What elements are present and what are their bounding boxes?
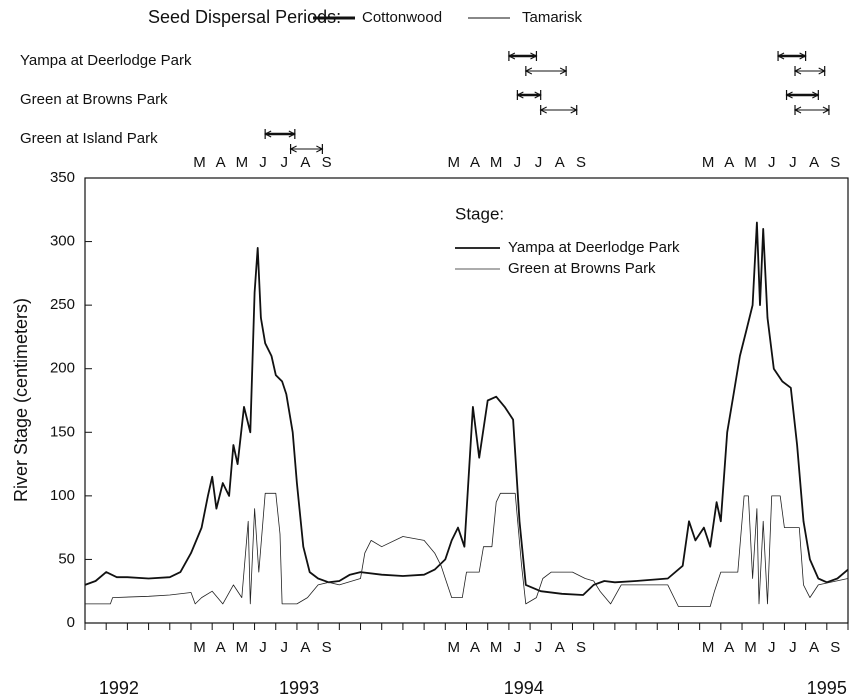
period-part bbox=[793, 67, 826, 75]
month-label-bottom: A bbox=[216, 639, 226, 656]
month-label-bottom: A bbox=[300, 639, 310, 656]
cottonwood-period bbox=[785, 90, 820, 100]
y-tick-label: 350 bbox=[50, 169, 75, 186]
month-label-top: M bbox=[702, 154, 715, 171]
month-label-top: S bbox=[830, 154, 840, 171]
month-label-top: J bbox=[535, 154, 543, 171]
stage-line bbox=[85, 492, 849, 607]
month-label-top: S bbox=[576, 154, 586, 171]
month-label-bottom: M bbox=[193, 639, 206, 656]
month-label-top: S bbox=[322, 154, 332, 171]
legend-label: Green at Browns Park bbox=[508, 260, 656, 277]
period-part bbox=[516, 91, 542, 99]
cottonwood-period bbox=[516, 90, 542, 100]
period-part bbox=[776, 52, 807, 60]
site-label: Green at Browns Park bbox=[20, 91, 168, 108]
month-label-top: J bbox=[514, 154, 522, 171]
cottonwood-period bbox=[776, 51, 807, 61]
month-label-top: A bbox=[724, 154, 734, 171]
y-tick-label: 300 bbox=[50, 233, 75, 250]
month-label-top: A bbox=[216, 154, 226, 171]
tamarisk-period bbox=[524, 66, 568, 76]
legend-label: Yampa at Deerlodge Park bbox=[508, 239, 680, 256]
month-label-bottom: S bbox=[830, 639, 840, 656]
period-part bbox=[793, 106, 831, 114]
month-label-top: A bbox=[809, 154, 819, 171]
y-tick-label: 150 bbox=[50, 423, 75, 440]
month-label-bottom: M bbox=[490, 639, 503, 656]
month-label-top: A bbox=[300, 154, 310, 171]
month-label-top: A bbox=[555, 154, 565, 171]
month-label-bottom: A bbox=[724, 639, 734, 656]
month-label-top: J bbox=[768, 154, 776, 171]
y-tick-label: 100 bbox=[50, 487, 75, 504]
stage-line bbox=[84, 221, 849, 596]
month-label-bottom: J bbox=[535, 639, 543, 656]
month-label-top: J bbox=[789, 154, 797, 171]
y-tick-label: 200 bbox=[50, 360, 75, 377]
month-label-top: M bbox=[448, 154, 461, 171]
month-label-top: M bbox=[744, 154, 757, 171]
month-label-top: M bbox=[490, 154, 503, 171]
y-tick-label: 0 bbox=[67, 614, 75, 631]
month-label-bottom: J bbox=[514, 639, 522, 656]
site-label: Green at Island Park bbox=[20, 130, 158, 147]
cottonwood-period bbox=[507, 51, 538, 61]
year-label: 1992 bbox=[99, 678, 139, 698]
month-label-top: M bbox=[193, 154, 206, 171]
legend-label: Tamarisk bbox=[522, 9, 583, 26]
month-label-bottom: S bbox=[322, 639, 332, 656]
period-part bbox=[507, 52, 538, 60]
month-label-top: J bbox=[280, 154, 288, 171]
y-tick-label: 50 bbox=[58, 550, 75, 567]
legend-label: Cottonwood bbox=[362, 9, 442, 26]
month-label-bottom: S bbox=[576, 639, 586, 656]
period-part bbox=[785, 91, 820, 99]
month-label-bottom: A bbox=[555, 639, 565, 656]
period-part bbox=[539, 106, 578, 114]
month-label-bottom: A bbox=[470, 639, 480, 656]
cottonwood-period bbox=[264, 129, 296, 139]
legend-title: Stage: bbox=[455, 204, 504, 223]
period-part bbox=[289, 145, 324, 153]
tamarisk-period bbox=[289, 144, 324, 154]
year-label: 1995 bbox=[807, 678, 847, 698]
month-label-bottom: M bbox=[744, 639, 757, 656]
month-label-bottom: J bbox=[280, 639, 288, 656]
month-label-bottom: J bbox=[259, 639, 267, 656]
period-part bbox=[524, 67, 568, 75]
month-label-top: M bbox=[236, 154, 249, 171]
tamarisk-period bbox=[793, 66, 826, 76]
month-label-bottom: M bbox=[236, 639, 249, 656]
month-label-bottom: M bbox=[448, 639, 461, 656]
period-part bbox=[264, 130, 296, 138]
month-label-top: A bbox=[470, 154, 480, 171]
month-label-bottom: J bbox=[768, 639, 776, 656]
year-label: 1994 bbox=[504, 678, 544, 698]
month-label-bottom: M bbox=[702, 639, 715, 656]
month-label-top: J bbox=[259, 154, 267, 171]
tamarisk-period bbox=[793, 105, 831, 115]
site-label: Yampa at Deerlodge Park bbox=[20, 52, 192, 69]
dispersal-title: Seed Dispersal Periods: bbox=[148, 7, 341, 27]
month-label-bottom: J bbox=[789, 639, 797, 656]
y-tick-label: 250 bbox=[50, 296, 75, 313]
plot-frame bbox=[84, 177, 849, 624]
y-axis-title: River Stage (centimeters) bbox=[11, 298, 31, 502]
month-label-bottom: A bbox=[809, 639, 819, 656]
tamarisk-period bbox=[539, 105, 578, 115]
year-label: 1993 bbox=[279, 678, 319, 698]
